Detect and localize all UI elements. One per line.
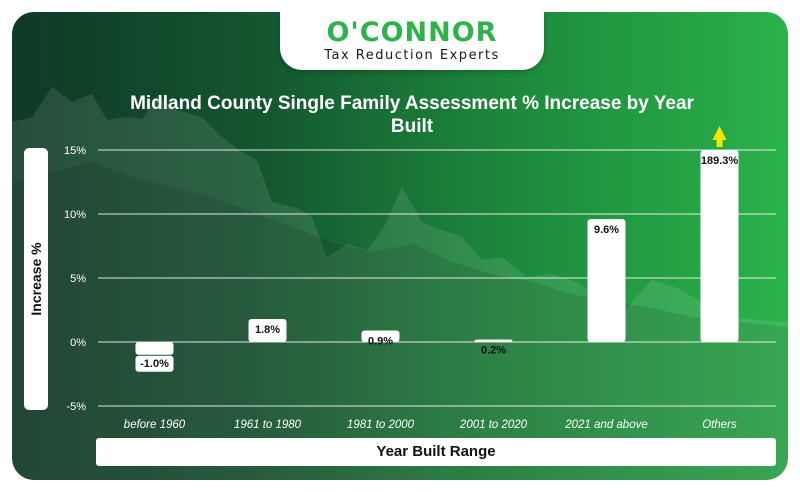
background-hills xyxy=(12,87,788,480)
x-tick-label: Others xyxy=(702,419,737,431)
data-label: 0.9% xyxy=(368,335,393,347)
x-tick-label: 1981 to 2000 xyxy=(347,419,415,431)
logo-wordmark: O'CONNOR xyxy=(326,17,498,48)
data-label: 9.6% xyxy=(594,224,619,236)
chart-card: O'CONNOR Tax Reduction Experts Midland C… xyxy=(12,12,788,480)
logo-tagline: Tax Reduction Experts xyxy=(324,48,500,63)
y-tick-label: 15% xyxy=(64,145,86,157)
x-tick-label: 2001 to 2020 xyxy=(459,419,528,431)
y-tick-label: 5% xyxy=(70,273,86,285)
x-tick-label: before 1960 xyxy=(124,419,186,431)
bar xyxy=(361,330,400,342)
bar xyxy=(135,342,174,355)
chart-title: Midland County Single Family Assessment … xyxy=(130,93,694,137)
overflow-arrow-icon xyxy=(712,126,727,147)
y-axis-label-box xyxy=(24,148,48,410)
data-label: 0.2% xyxy=(481,344,506,356)
logo: O'CONNOR Tax Reduction Experts xyxy=(280,12,544,70)
data-label: 1.8% xyxy=(255,324,280,336)
x-tick-label: 1961 to 1980 xyxy=(234,419,302,431)
bar xyxy=(248,318,287,342)
data-label-background xyxy=(135,355,174,372)
bar xyxy=(474,339,513,342)
bar xyxy=(700,150,739,342)
x-axis-label: Year Built Range xyxy=(96,438,776,466)
x-tick-label: 2021 and above xyxy=(564,419,648,431)
y-tick-label: 0% xyxy=(70,337,86,349)
data-label: 189.3% xyxy=(701,155,739,167)
y-tick-label: 10% xyxy=(64,209,86,221)
y-tick-label: -5% xyxy=(66,401,86,413)
data-label: -1.0% xyxy=(140,358,169,370)
bar xyxy=(587,219,626,342)
